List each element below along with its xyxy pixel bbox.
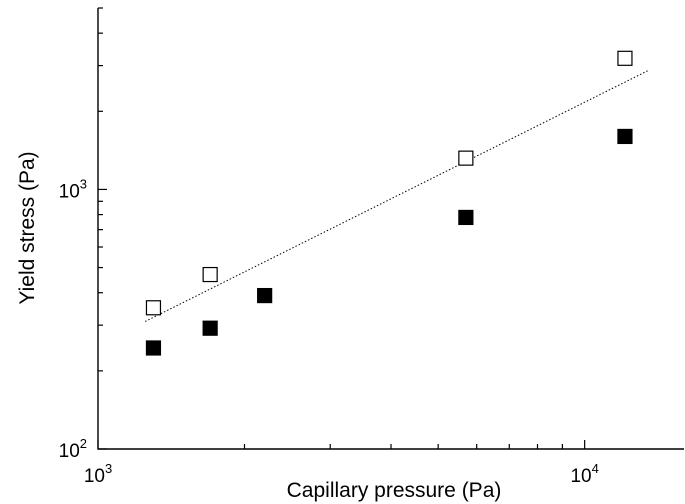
y-tick-base: 10 xyxy=(59,181,80,202)
filled-square-point xyxy=(145,340,162,356)
filled-square-point xyxy=(617,128,633,145)
y-tick-exponent: 3 xyxy=(80,176,87,191)
fit-line-group xyxy=(144,70,649,322)
data-points xyxy=(145,50,633,356)
x-tick-exponent: 4 xyxy=(592,461,599,476)
y-tick-label: 103 xyxy=(59,176,87,202)
x-axis-title: Capillary pressure (Pa) xyxy=(287,479,502,502)
filled-square-point xyxy=(458,209,474,226)
open-square-point xyxy=(202,266,218,283)
plot-axes xyxy=(97,7,684,450)
y-tick-label: 102 xyxy=(59,436,87,462)
x-tick-label: 104 xyxy=(570,461,598,487)
filled-square-point xyxy=(257,287,273,304)
filled-square-point xyxy=(202,320,218,336)
y-tick-base: 10 xyxy=(59,441,80,462)
x-tick-base: 10 xyxy=(570,466,591,487)
fit-line xyxy=(144,70,649,322)
x-tick-exponent: 3 xyxy=(105,461,112,476)
x-tick-label: 103 xyxy=(84,461,112,487)
y-axis-title: Yield stress (Pa) xyxy=(16,151,39,304)
open-square-point xyxy=(458,150,474,166)
x-tick-base: 10 xyxy=(84,466,105,487)
open-square-point xyxy=(145,300,162,316)
open-square-point xyxy=(617,50,633,66)
y-tick-exponent: 2 xyxy=(80,436,87,451)
